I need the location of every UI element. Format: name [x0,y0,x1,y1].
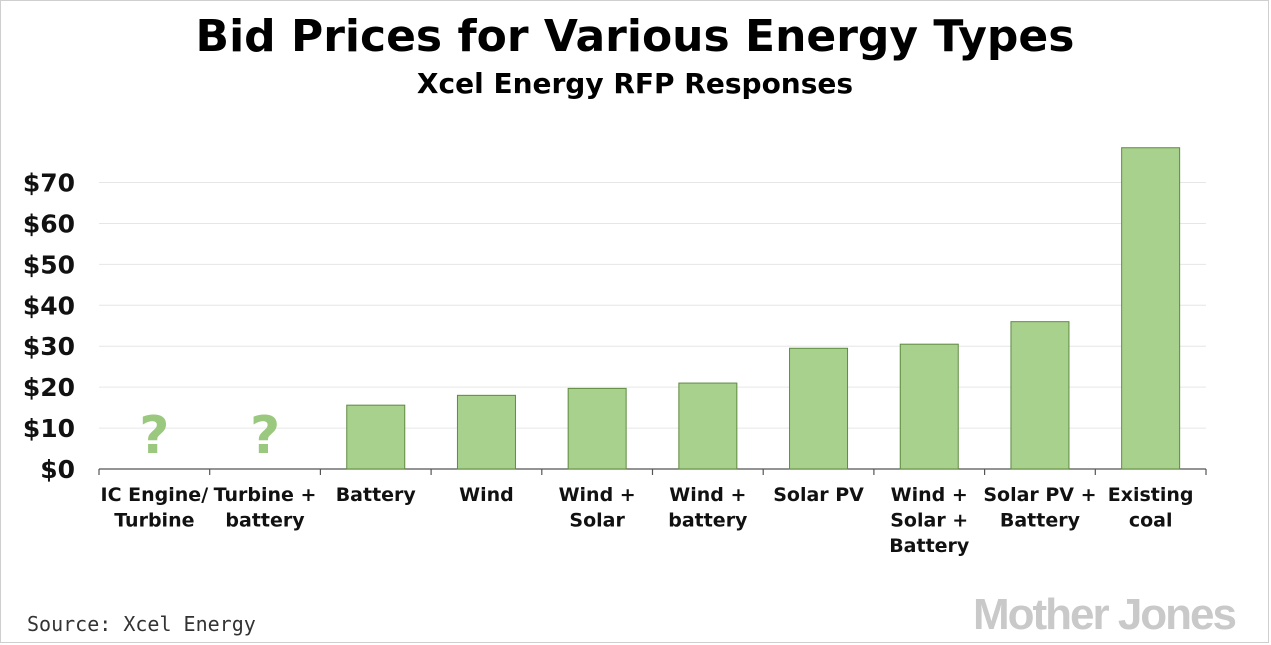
y-tick-label: $40 [23,291,75,320]
x-category-label-line: battery [668,510,748,532]
x-category-label: Wind + battery [668,484,748,532]
x-category-label-line: IC Engine/ [101,484,209,506]
unknown-value-marker: ? [250,406,280,466]
bar [567,387,627,470]
chart-title: Bid Prices for Various Energy Types [196,11,1075,62]
x-category-label-line: Solar PV + [983,484,1096,506]
source-note: Source: Xcel Energy [27,612,256,636]
x-category-label: Wind [459,484,514,506]
x-category-label: Turbine + battery [214,484,317,532]
bar [678,382,738,470]
y-axis-ticks: $0 $10 $20 $30 $40 $50 $60 $70 [23,169,75,484]
bar [899,343,959,470]
x-category-label-line: Solar [569,510,625,532]
x-category-label: Battery [336,484,417,506]
y-tick-label: $0 [40,455,75,484]
x-category-label-line: coal [1129,510,1173,532]
x-category-label-line: Battery [889,535,970,557]
chart-subtitle: Xcel Energy RFP Responses [417,67,853,100]
y-tick-label: $60 [23,209,75,238]
x-category-label: IC Engine/Turbine [101,484,209,532]
x-category-label-line: Wind + [559,484,636,506]
x-category-label: Existing coal [1108,484,1194,532]
x-category-label: Wind + Solar + Battery [889,484,970,557]
unknown-value-marker: ? [139,406,169,466]
y-tick-label: $50 [23,250,75,279]
y-tick-label: $70 [23,169,75,198]
y-tick-label: $10 [23,414,75,443]
bar [1121,147,1181,470]
x-category-label-line: Battery [336,484,417,506]
x-category-label-line: Existing [1108,484,1194,506]
x-category-label-line: Wind [459,484,514,506]
x-category-label: Solar PV [773,484,864,506]
x-category-label-line: Solar PV [773,484,864,506]
y-tick-label: $20 [23,373,75,402]
x-category-label-line: Battery [1000,510,1081,532]
mother-jones-logo: Mother Jones [973,590,1236,639]
bar [789,347,849,470]
bar [1010,321,1070,470]
bars: ?? [139,147,1181,470]
x-category-label: Wind + Solar [559,484,636,532]
y-tick-label: $30 [23,332,75,361]
x-category-label: Solar PV + Battery [983,484,1096,532]
x-category-label-line: Solar + [890,510,968,532]
x-category-label-line: battery [225,510,305,532]
x-category-label-line: Turbine [114,510,194,532]
grid-lines [98,182,1207,475]
bar [456,394,516,470]
bar [346,404,406,470]
x-category-label-line: Turbine + [214,484,317,506]
x-category-label-line: Wind + [669,484,746,506]
x-category-label-line: Wind + [891,484,968,506]
